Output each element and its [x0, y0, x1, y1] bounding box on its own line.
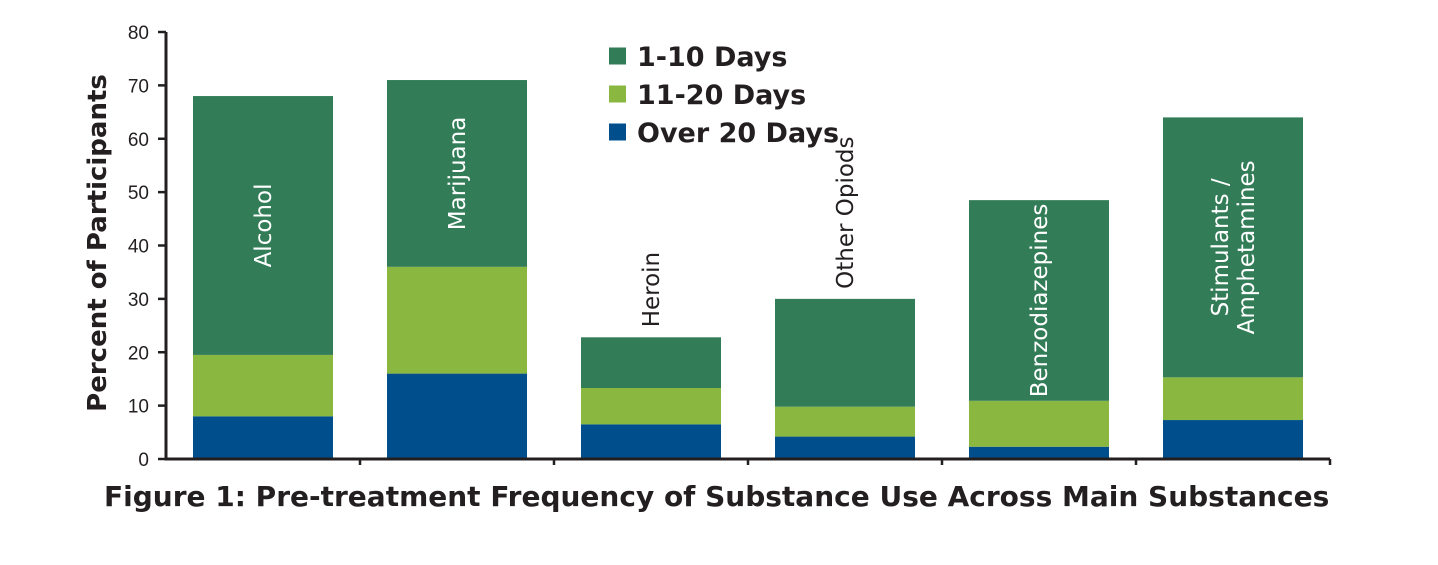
y-tick-label-80: 80: [128, 23, 149, 44]
bar-segment-11-20-days-4: [969, 400, 1109, 447]
y-axis-title: Percent of Participants: [83, 74, 113, 412]
figure-caption: Figure 1: Pre-treatment Frequency of Sub…: [104, 480, 1330, 513]
y-tick-label-70: 70: [128, 76, 149, 97]
bar-segment-11-20-days-5: [1163, 377, 1303, 421]
category-label-5: Stimulants /Amphetamines: [1208, 160, 1260, 334]
legend-label-1: 11-20 Days: [637, 80, 806, 111]
bar-segment-11-20-days-3: [775, 406, 915, 437]
bar-segment-1-10-days-4: [969, 200, 1109, 401]
bar-segment-over-20-days-4: [969, 446, 1109, 459]
y-tick-label-40: 40: [128, 237, 149, 258]
bar-labels-group: Alcohol Marijuana Heroin Other Opiods Benzod…: [251, 117, 1260, 398]
y-tick-label-0: 0: [138, 450, 149, 471]
legend-label-2: Over 20 Days: [637, 118, 839, 149]
category-label-4: Benzodiazepines: [1027, 204, 1053, 398]
y-tick-label-60: 60: [128, 130, 149, 151]
legend-swatch-2: [609, 123, 626, 141]
bars-group: [193, 80, 1303, 459]
category-label-2: Heroin: [639, 252, 665, 327]
bar-segment-over-20-days-3: [775, 436, 915, 459]
bar-segment-11-20-days-2: [581, 388, 721, 425]
y-tick-label-50: 50: [128, 183, 149, 204]
legend-swatch-1: [609, 85, 626, 103]
legend: 1-10 Days 11-20 Days Over 20 Days: [609, 42, 839, 149]
y-tick-label-30: 30: [128, 290, 149, 311]
legend-label-0: 1-10 Days: [637, 42, 787, 73]
bar-segment-over-20-days-1: [387, 373, 527, 459]
bar-segment-11-20-days-0: [193, 354, 333, 417]
bar-segment-1-10-days-5: [1163, 117, 1303, 378]
bar-segment-over-20-days-5: [1163, 420, 1303, 459]
bar-segment-1-10-days-2: [581, 337, 721, 389]
y-ticks-group: 0 10 20 30 40 50 60 70 80: [128, 23, 166, 471]
stacked-bar-chart: Alcohol Marijuana Heroin Other Opiods Benzod…: [83, 23, 1332, 471]
bar-segment-1-10-days-0: [193, 96, 333, 355]
category-label-3: Other Opiods: [833, 137, 859, 289]
bar-segment-1-10-days-1: [387, 80, 527, 267]
y-tick-label-10: 10: [128, 397, 149, 418]
bar-segment-over-20-days-2: [581, 424, 721, 459]
bar-segment-over-20-days-0: [193, 416, 333, 459]
y-tick-label-20: 20: [128, 343, 149, 364]
bar-segment-11-20-days-1: [387, 266, 527, 374]
bar-segment-1-10-days-3: [775, 298, 915, 407]
category-label-0: Alcohol: [251, 184, 277, 268]
category-label-1: Marijuana: [445, 117, 471, 231]
legend-swatch-0: [609, 47, 626, 65]
